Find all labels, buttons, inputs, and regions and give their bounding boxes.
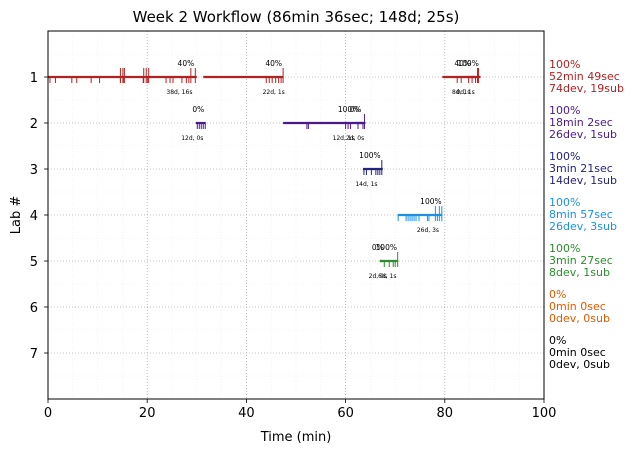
x-tick-label: 80 bbox=[437, 406, 454, 421]
segment-info-label: 12d, 0s bbox=[181, 135, 203, 142]
segment-percent-label: 40% bbox=[265, 59, 282, 68]
y-tick-label: 1 bbox=[30, 71, 38, 86]
x-tick-label: 40 bbox=[238, 406, 255, 421]
x-tick-label: 20 bbox=[139, 406, 156, 421]
lab-summary-line: 52min 49sec bbox=[549, 70, 620, 83]
lab-summary-line: 3min 27sec bbox=[549, 254, 613, 267]
x-axis-label: Time (min) bbox=[260, 430, 332, 445]
lab-summary-line: 0% bbox=[549, 334, 566, 347]
segment-info-label: 38d, 16s bbox=[166, 89, 192, 96]
y-tick-label: 2 bbox=[30, 117, 38, 132]
axes-layer: 0 20 40 60 80 100 1 2 3 4 5 6 7 bbox=[30, 71, 557, 421]
segment-percent-label: 0% bbox=[372, 243, 384, 252]
y-tick-label: 5 bbox=[30, 255, 38, 270]
segment-info-label: 2d, 0s bbox=[346, 135, 364, 142]
lab-summary-line: 26dev, 1sub bbox=[549, 128, 617, 141]
marks-layer: 40% 38d, 16s 40% 22d, 1s 40% 8d, 1s 100% 0d, 1s… bbox=[48, 59, 481, 280]
lab-summary-line: 0dev, 0sub bbox=[549, 358, 610, 371]
segment-info-label: 22d, 1s bbox=[263, 89, 285, 96]
segment-info-label: 26d, 3s bbox=[417, 227, 439, 234]
lab-summary-line: 74dev, 19sub bbox=[549, 82, 624, 95]
segment-percent-label: 0% bbox=[192, 105, 204, 114]
segment-info-label: 12d, 1s bbox=[333, 135, 355, 142]
segment-percent-label: 100% bbox=[457, 59, 478, 68]
lab-summary-line: 8min 57sec bbox=[549, 208, 613, 221]
lab-summary-line: 0% bbox=[549, 288, 566, 301]
y-tick-label: 3 bbox=[30, 163, 38, 178]
y-tick-label: 7 bbox=[30, 347, 38, 362]
x-tick-label: 60 bbox=[337, 406, 354, 421]
lab-summary-line: 0min 0sec bbox=[549, 346, 606, 359]
segment-info-label: 8d, 1s bbox=[452, 89, 470, 96]
y-tick-label: 4 bbox=[30, 209, 38, 224]
x-tick-label: 0 bbox=[44, 406, 52, 421]
segment-percent-label: 0% bbox=[350, 105, 362, 114]
segment-percent-label: 100% bbox=[359, 151, 380, 160]
y-axis-label: Lab # bbox=[9, 196, 24, 235]
lab-summary-line: 26dev, 3sub bbox=[549, 220, 617, 233]
y-tick-label: 6 bbox=[30, 301, 38, 316]
segment-info-label: 2d, 0s bbox=[369, 273, 387, 280]
lab-summary-line: 18min 2sec bbox=[549, 116, 613, 129]
lab-summary-line: 100% bbox=[549, 242, 580, 255]
lab-summary-line: 100% bbox=[549, 104, 580, 117]
segment-percent-label: 40% bbox=[178, 59, 195, 68]
segment-info-label: 6d, 1s bbox=[378, 273, 396, 280]
lab-summary-line: 8dev, 1sub bbox=[549, 266, 610, 279]
lab-summary-line: 100% bbox=[549, 196, 580, 209]
lab-summary-line: 3min 21sec bbox=[549, 162, 613, 175]
segment-info-label: 0d, 1s bbox=[456, 89, 474, 96]
lab-summary-line: 100% bbox=[549, 150, 580, 163]
segment-info-label: 14d, 1s bbox=[355, 181, 377, 188]
chart-title: Week 2 Workflow (86min 36sec; 148d; 25s) bbox=[133, 8, 460, 26]
x-tick-label: 100 bbox=[532, 406, 557, 421]
segment-percent-label: 100% bbox=[376, 243, 397, 252]
segment-percent-label: 100% bbox=[420, 197, 441, 206]
segment-percent-label: 40% bbox=[454, 59, 471, 68]
lab-summary-line: 0dev, 0sub bbox=[549, 312, 610, 325]
lab-summary-line: 100% bbox=[549, 58, 580, 71]
lab-summary-line: 0min 0sec bbox=[549, 300, 606, 313]
segment-percent-label: 100% bbox=[338, 105, 359, 114]
lab-summary-line: 14dev, 1sub bbox=[549, 174, 617, 187]
